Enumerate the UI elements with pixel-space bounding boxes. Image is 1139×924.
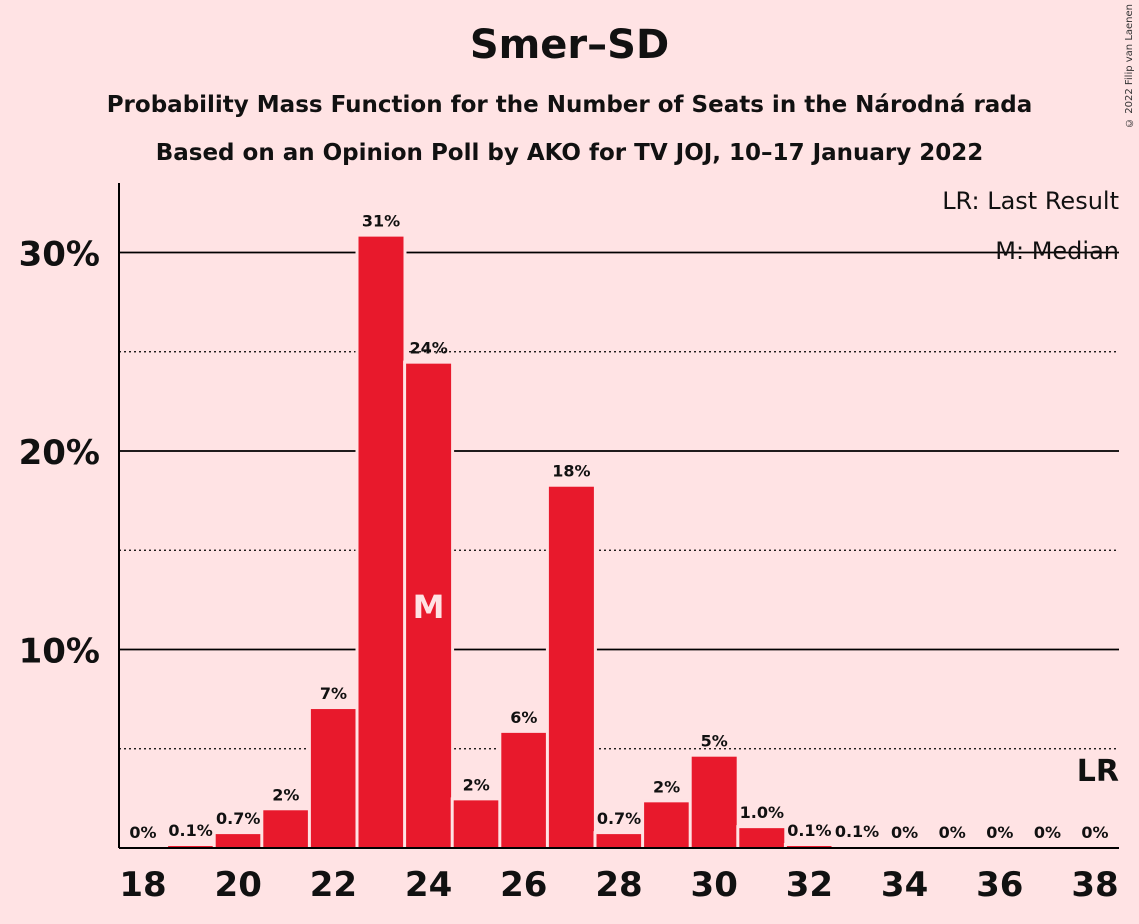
x-tick-label: 26	[500, 865, 547, 905]
bar	[358, 236, 404, 848]
bar-value-label: 7%	[320, 684, 347, 703]
bar-value-label: 0%	[1081, 823, 1108, 842]
bar	[548, 486, 594, 848]
median-marker: M	[413, 588, 445, 626]
bar	[263, 810, 309, 848]
bar-value-label: 24%	[409, 339, 447, 358]
last-result-marker: LR	[1077, 754, 1119, 789]
y-tick-label: 10%	[19, 632, 100, 672]
x-tick-label: 22	[310, 865, 357, 905]
bar-value-label: 0%	[1034, 823, 1061, 842]
bar-value-label: 2%	[463, 775, 490, 794]
bar	[501, 732, 547, 848]
x-tick-label: 18	[119, 865, 166, 905]
x-tick-label: 28	[595, 865, 642, 905]
x-tick-label: 36	[976, 865, 1023, 905]
y-tick-label: 30%	[19, 235, 100, 275]
bar-value-label: 0%	[891, 823, 918, 842]
bar	[644, 802, 690, 848]
bar-halo	[165, 843, 217, 848]
chart-subtitle-2: Based on an Opinion Poll by AKO for TV J…	[155, 140, 984, 166]
legend-median: M: Median	[995, 237, 1119, 265]
bar-value-label: 0.7%	[216, 809, 260, 828]
bar	[739, 828, 785, 848]
bar	[596, 834, 642, 848]
bar	[691, 756, 737, 848]
bar-halo	[831, 844, 883, 848]
x-tick-label: 34	[881, 865, 928, 905]
legend-last-result: LR: Last Result	[942, 187, 1119, 215]
x-tick-label: 32	[786, 865, 833, 905]
bar-value-label: 0.1%	[787, 821, 831, 840]
bar	[215, 834, 261, 848]
x-tick-label: 30	[691, 865, 738, 905]
bar-value-label: 2%	[272, 785, 299, 804]
bar-value-label: 0%	[129, 823, 156, 842]
x-tick-label: 20	[215, 865, 262, 905]
bar-value-label: 5%	[701, 732, 728, 751]
bar-value-label: 0%	[939, 823, 966, 842]
bar-value-label: 0.1%	[835, 822, 879, 841]
y-tick-label: 20%	[19, 433, 100, 473]
bar-value-label: 6%	[510, 708, 537, 727]
x-tick-label: 24	[405, 865, 452, 905]
bar-value-label: 2%	[653, 777, 680, 796]
bar	[453, 800, 499, 848]
bar	[406, 363, 452, 848]
bar-value-label: 1.0%	[740, 803, 784, 822]
chart-subtitle-1: Probability Mass Function for the Number…	[106, 92, 1033, 118]
bar-value-label: 0.1%	[168, 821, 212, 840]
bar-halo	[783, 843, 835, 848]
chart-title: Smer–SD	[469, 22, 670, 68]
bar	[310, 709, 356, 848]
bar-value-label: 0.7%	[597, 809, 641, 828]
bar-value-label: 18%	[552, 462, 590, 481]
bar-value-label: 31%	[362, 212, 400, 231]
bar-value-label: 0%	[986, 823, 1013, 842]
x-tick-label: 38	[1071, 865, 1118, 905]
